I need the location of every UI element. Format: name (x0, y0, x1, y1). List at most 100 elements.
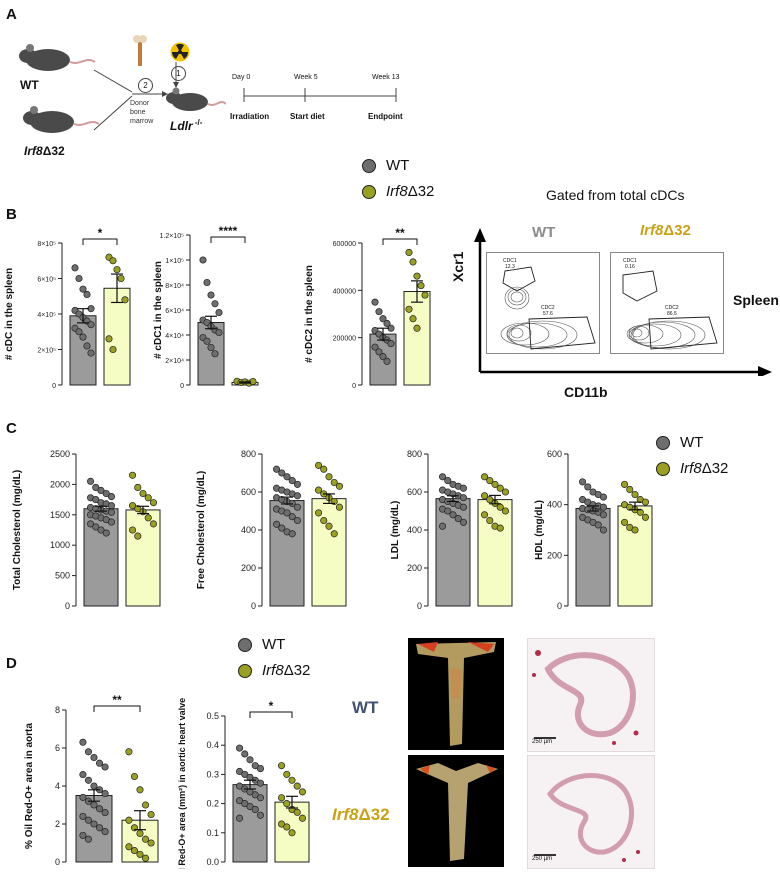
data-point (320, 465, 328, 473)
step-1-circle: 1 (171, 66, 186, 81)
gate-cdc2-ko (648, 316, 718, 350)
data-point (325, 473, 333, 481)
data-point (139, 489, 147, 498)
row-label-ko-rest: Δ32 (358, 805, 390, 824)
data-point (215, 308, 223, 317)
data-point (87, 349, 95, 357)
data-point (251, 762, 259, 770)
y-tick-label: 600 (407, 487, 422, 497)
significance-label: * (269, 699, 274, 713)
data-point (325, 522, 333, 530)
data-point (454, 515, 462, 523)
data-point (298, 814, 307, 822)
data-point (278, 524, 286, 532)
data-point (134, 532, 142, 540)
y-tick-label: 200 (241, 563, 256, 573)
data-point (79, 738, 87, 746)
data-point (107, 502, 116, 510)
data-point (90, 782, 98, 790)
y-tick-label: 4×10⁴ (165, 333, 184, 340)
timeline-tick-1: Week 5 (294, 74, 318, 81)
data-point (101, 828, 109, 836)
data-point (141, 835, 150, 843)
data-point (277, 762, 286, 770)
data-point (207, 343, 215, 352)
data-point (293, 480, 302, 488)
chart-cdc1: 0 2×10⁴ 4×10⁴ 6×10⁴ 8×10⁴ 1×10⁵ 1.2×10⁵ # cDC1 … (153, 225, 259, 390)
data-point (235, 814, 244, 822)
data-point (293, 808, 301, 816)
recipient-sup: -/- (192, 118, 203, 127)
data-point (130, 847, 139, 855)
chart-oil-red-aorta: 0 2 4 6 8 % Oil Red-O+ area in aorta ** (24, 693, 159, 867)
y-axis-label: # cDC2 in the spleen (304, 265, 315, 363)
aorta-image-wt (408, 638, 504, 750)
y-tick-label: 2×10⁵ (37, 348, 56, 355)
data-point (277, 820, 286, 828)
data-point (125, 843, 133, 851)
legend-c-ko: Irf8Δ32 (656, 456, 728, 482)
data-point (92, 496, 100, 504)
data-point (375, 308, 383, 316)
data-point (144, 494, 152, 502)
data-point (203, 278, 211, 287)
legend-wt-label: WT (386, 157, 410, 174)
data-point (149, 520, 158, 528)
data-point (405, 248, 413, 257)
data-point (417, 282, 425, 290)
data-point (438, 522, 447, 530)
y-tick-label: 2×10⁴ (165, 358, 184, 365)
data-point (486, 477, 494, 485)
y-axis-label: LDL (mg/dL) (390, 501, 401, 560)
data-point (288, 530, 296, 538)
y-tick-label: 1.2×10⁵ (159, 233, 184, 240)
gate-wt-cdc1-name: CDC1 (503, 258, 517, 264)
legend-c-ko-italic: Irf8 (680, 460, 702, 477)
data-point (128, 526, 137, 534)
timeline-tick-2: Week 13 (372, 74, 400, 81)
radiation-icon (170, 42, 190, 62)
flow-y-label: Xcr1 (450, 251, 466, 282)
data-point (251, 805, 259, 813)
data-point (444, 507, 452, 515)
y-axis-label: Oil Red-O+ area (mm²) in aortic heart va… (177, 698, 187, 869)
legend-d-dot-ko (238, 664, 252, 679)
data-point (95, 824, 104, 832)
data-point (288, 477, 296, 485)
data-point (409, 258, 417, 266)
y-tick-label: 200 (407, 563, 422, 573)
data-point (293, 782, 301, 790)
data-point (383, 319, 391, 328)
data-point (298, 788, 307, 796)
data-point (371, 343, 379, 351)
scale-bar-line-ko (534, 854, 556, 856)
data-point (235, 782, 244, 790)
data-point (594, 521, 602, 529)
data-point (501, 507, 510, 515)
timeline-event-0: Irradiation (230, 112, 270, 121)
data-point (314, 486, 323, 494)
significance-bracket (382, 238, 418, 245)
data-point (90, 801, 98, 809)
y-tick-label: 0 (65, 601, 70, 611)
data-point (71, 264, 79, 272)
data-point (105, 335, 113, 343)
mouse-label-ko-italic: Irf8 (24, 144, 43, 158)
data-point (215, 328, 223, 337)
y-tick-label: 0 (180, 383, 184, 390)
y-tick-label: 4 (55, 781, 60, 791)
mouse-icon-ko (23, 106, 100, 133)
data-point (283, 509, 291, 517)
data-point (246, 756, 254, 764)
data-point (496, 484, 504, 492)
data-point (101, 809, 109, 817)
data-point (113, 266, 121, 274)
data-point (121, 296, 129, 304)
row-label-ko-italic: Irf8 (332, 805, 359, 824)
legend-d-wt-label: WT (262, 636, 286, 653)
y-tick-label: 0 (251, 601, 256, 611)
data-point (109, 257, 117, 265)
legend-top: WT Irf8Δ32 (362, 153, 434, 205)
data-point (421, 291, 429, 299)
data-point (491, 480, 499, 488)
